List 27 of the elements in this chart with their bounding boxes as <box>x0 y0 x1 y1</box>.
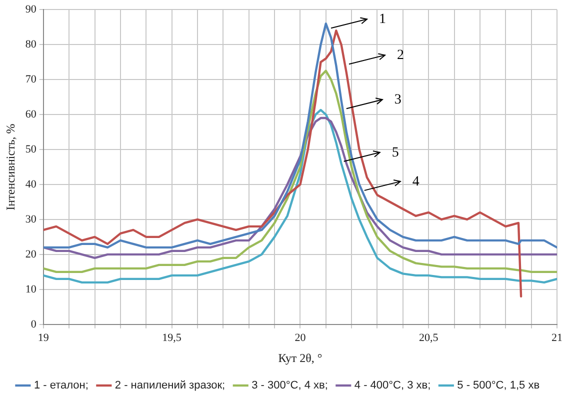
x-tick-label: 19 <box>38 332 50 344</box>
x-tick-label: 20 <box>294 332 306 344</box>
y-tick-label: 30 <box>25 213 37 226</box>
y-tick-label: 50 <box>25 143 37 156</box>
y-tick-label: 60 <box>25 108 37 120</box>
x-tick-label: 21 <box>552 332 562 344</box>
x-tick-label: 20,5 <box>418 332 439 344</box>
legend-label: 5 - 500°C, 1,5 хв <box>457 380 540 392</box>
y-tick-label: 70 <box>25 73 37 86</box>
y-tick-label: 10 <box>25 283 37 296</box>
y-tick-label: 20 <box>25 248 37 260</box>
annotation: 1 <box>379 12 386 28</box>
y-tick-label: 90 <box>25 3 37 16</box>
y-tick-label: 0 <box>30 318 37 330</box>
y-tick-label: 40 <box>25 178 37 190</box>
legend-label: 1 - еталон; <box>34 380 88 392</box>
y-tick-label: 80 <box>25 38 37 50</box>
legend-label: 3 - 300°C, 4 хв; <box>252 380 328 392</box>
x-axis-title: Кут 2θ, ° <box>278 350 322 365</box>
annotation: 2 <box>396 48 404 64</box>
legend-label: 4 - 400°C, 3 хв; <box>354 380 431 392</box>
x-tick-label: 19,5 <box>162 332 182 344</box>
annotation: 5 <box>392 145 399 160</box>
annotation: 4 <box>412 174 420 190</box>
legend-label: 2 - напилений зразок; <box>114 380 226 392</box>
y-axis-title: Інтенсивність, % <box>3 124 18 210</box>
annotation: 3 <box>394 92 402 108</box>
